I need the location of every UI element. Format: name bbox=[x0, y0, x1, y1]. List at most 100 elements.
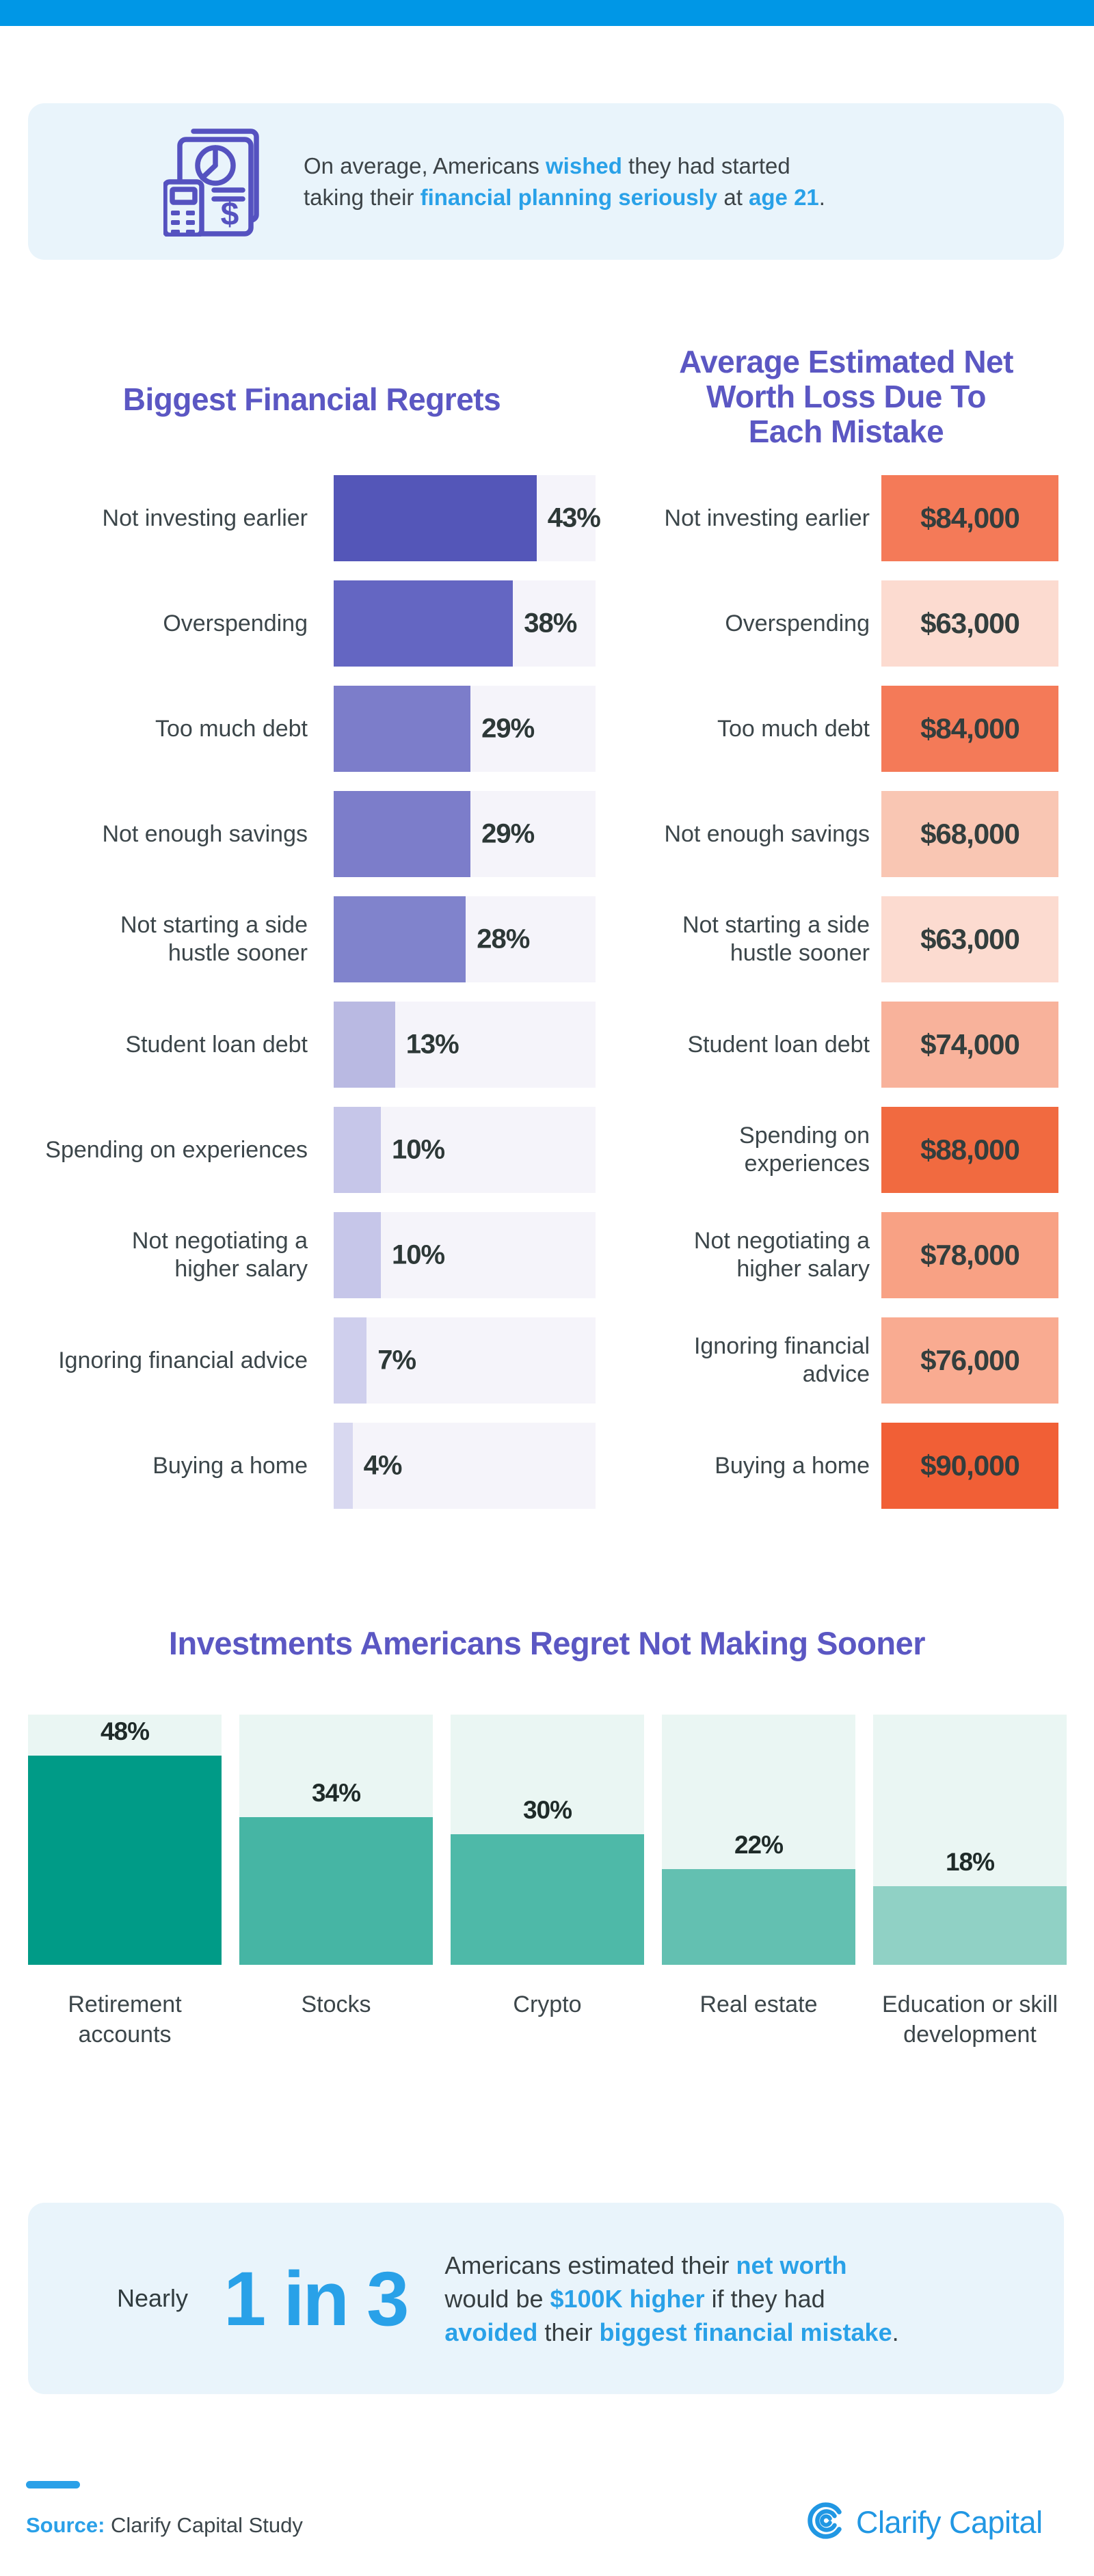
source-text: Clarify Capital Study bbox=[105, 2513, 303, 2537]
loss-label: Not negotiating a higher salary bbox=[693, 1228, 870, 1282]
loss-value-box: $90,000 bbox=[881, 1423, 1058, 1509]
text-segment: at bbox=[717, 184, 749, 210]
text-segment: . bbox=[892, 2318, 899, 2346]
clarify-capital-logo-mark-icon bbox=[807, 2499, 846, 2545]
regret-row: Not enough savings 29% bbox=[28, 791, 596, 877]
regret-bar-track: 7% bbox=[334, 1317, 596, 1404]
financial-report-calculator-icon: $ bbox=[163, 127, 259, 237]
investment-column: 22% Real estate bbox=[662, 1715, 855, 2017]
investment-label: Retirement accounts bbox=[68, 1991, 182, 2048]
investment-label: Real estate bbox=[699, 1991, 818, 2017]
investment-value: 48% bbox=[100, 1717, 150, 1746]
stat-prefix: Nearly bbox=[117, 2284, 189, 2312]
investment-label: Stocks bbox=[301, 1991, 371, 2017]
regret-value: 13% bbox=[405, 1029, 459, 1060]
investment-bar bbox=[239, 1816, 433, 1965]
source-label: Source: bbox=[26, 2513, 105, 2537]
text-segment: net worth bbox=[736, 2251, 847, 2279]
regret-bar-track: 28% bbox=[334, 896, 596, 982]
loss-label: Too much debt bbox=[717, 715, 870, 742]
loss-label: Not starting a side hustle sooner bbox=[682, 912, 870, 966]
regret-row: Student loan debt 13% bbox=[28, 1002, 596, 1088]
stat-callout: Nearly 1 in 3 Americans estimated their … bbox=[28, 2203, 1064, 2394]
regret-bar-track: 10% bbox=[334, 1107, 596, 1193]
regret-bar bbox=[334, 580, 513, 667]
svg-text:$: $ bbox=[221, 196, 239, 232]
text-segment: Americans estimated their bbox=[444, 2251, 736, 2279]
loss-row: Not negotiating a higher salary $78,000 bbox=[626, 1212, 1058, 1298]
text-segment: $100K higher bbox=[550, 2284, 705, 2313]
loss-label: Not investing earlier bbox=[664, 505, 870, 531]
loss-label: Spending on experiences bbox=[739, 1123, 870, 1177]
loss-value-box: $78,000 bbox=[881, 1212, 1058, 1298]
regret-row: Not starting a side hustle sooner 28% bbox=[28, 896, 596, 982]
regret-label: Not investing earlier bbox=[102, 505, 308, 531]
investment-column: 30% Crypto bbox=[451, 1715, 644, 2017]
regret-bar-track: 43% bbox=[334, 475, 601, 561]
regret-label: Not enough savings bbox=[102, 820, 308, 847]
top-accent-bar bbox=[0, 0, 1094, 26]
regret-label: Overspending bbox=[163, 610, 308, 636]
text-segment: avoided bbox=[444, 2318, 538, 2346]
text-segment: On average, Americans bbox=[304, 152, 546, 178]
text-segment: if they had bbox=[704, 2284, 825, 2313]
loss-row: Ignoring financial advice $76,000 bbox=[626, 1317, 1058, 1404]
loss-value-box: $84,000 bbox=[881, 686, 1058, 772]
regret-bar bbox=[334, 1002, 395, 1088]
regret-value: 28% bbox=[477, 924, 530, 954]
text-segment: their bbox=[537, 2318, 600, 2346]
loss-row: Too much debt $84,000 bbox=[626, 686, 1058, 772]
regret-bar-track: 38% bbox=[334, 580, 596, 667]
loss-label: Student loan debt bbox=[687, 1031, 870, 1058]
regret-label: Ignoring financial advice bbox=[58, 1347, 308, 1373]
loss-row: Not enough savings $68,000 bbox=[626, 791, 1058, 877]
investment-value: 30% bbox=[522, 1796, 572, 1825]
regret-label: Not starting a side hustle sooner bbox=[120, 912, 308, 966]
investment-bar bbox=[451, 1834, 644, 1965]
regret-bar-track: 13% bbox=[334, 1002, 596, 1088]
regret-bar bbox=[334, 896, 466, 982]
text-segment: wished bbox=[546, 152, 622, 178]
regret-bar bbox=[334, 1107, 382, 1193]
regret-label: Not negotiating a higher salary bbox=[131, 1228, 308, 1282]
regrets-bar-chart: Not investing earlier 43% Overspending 38% T… bbox=[28, 475, 601, 1528]
regret-bar-track: 29% bbox=[334, 791, 596, 877]
loss-row: Spending on experiences $88,000 bbox=[626, 1107, 1058, 1193]
investment-bar bbox=[873, 1886, 1067, 1965]
brand-name: Clarify Capital bbox=[856, 2504, 1043, 2540]
regret-bar bbox=[334, 1212, 382, 1298]
regret-value: 10% bbox=[392, 1239, 445, 1270]
intro-callout-text: On average, Americans wished they had st… bbox=[304, 150, 825, 213]
regret-bar-track: 4% bbox=[334, 1423, 596, 1509]
regret-value: 7% bbox=[377, 1345, 416, 1376]
intro-callout: $ On average, Americans wished they had … bbox=[28, 103, 1064, 260]
investments-chart-title: Investments Americans Regret Not Making … bbox=[168, 1625, 926, 1661]
investment-bar bbox=[28, 1756, 222, 1965]
regret-value: 29% bbox=[481, 818, 535, 849]
stat-big-number: 1 in 3 bbox=[224, 2255, 409, 2342]
loss-value-box: $63,000 bbox=[881, 580, 1058, 667]
stat-callout-text: Americans estimated their net worth would… bbox=[444, 2249, 898, 2349]
regret-value: 43% bbox=[547, 502, 601, 533]
source-divider-dash bbox=[26, 2481, 80, 2488]
investment-label: Education or skill development bbox=[881, 1991, 1058, 2048]
regret-bar-track: 10% bbox=[334, 1212, 596, 1298]
investment-value: 18% bbox=[945, 1848, 995, 1877]
regret-label: Student loan debt bbox=[125, 1031, 308, 1058]
loss-value-box: $76,000 bbox=[881, 1317, 1058, 1404]
text-segment: financial planning seriously bbox=[420, 184, 718, 210]
investment-label: Crypto bbox=[513, 1991, 582, 2017]
regret-bar-track: 29% bbox=[334, 686, 596, 772]
loss-row: Not starting a side hustle sooner $63,000 bbox=[626, 896, 1058, 982]
regret-label: Too much debt bbox=[155, 715, 308, 742]
regret-row: Not negotiating a higher salary 10% bbox=[28, 1212, 596, 1298]
text-segment: they had started bbox=[622, 152, 790, 178]
investments-bar-chart: 48% Retirement accounts 34% Stocks 30% Crypto 2… bbox=[28, 1715, 1067, 2048]
regret-bar bbox=[334, 475, 537, 561]
regret-row: Buying a home 4% bbox=[28, 1423, 596, 1509]
text-segment: . bbox=[818, 184, 825, 210]
loss-row: Buying a home $90,000 bbox=[626, 1423, 1058, 1509]
source-line: Source: Clarify Capital Study bbox=[26, 2513, 303, 2538]
regret-bar bbox=[334, 686, 471, 772]
